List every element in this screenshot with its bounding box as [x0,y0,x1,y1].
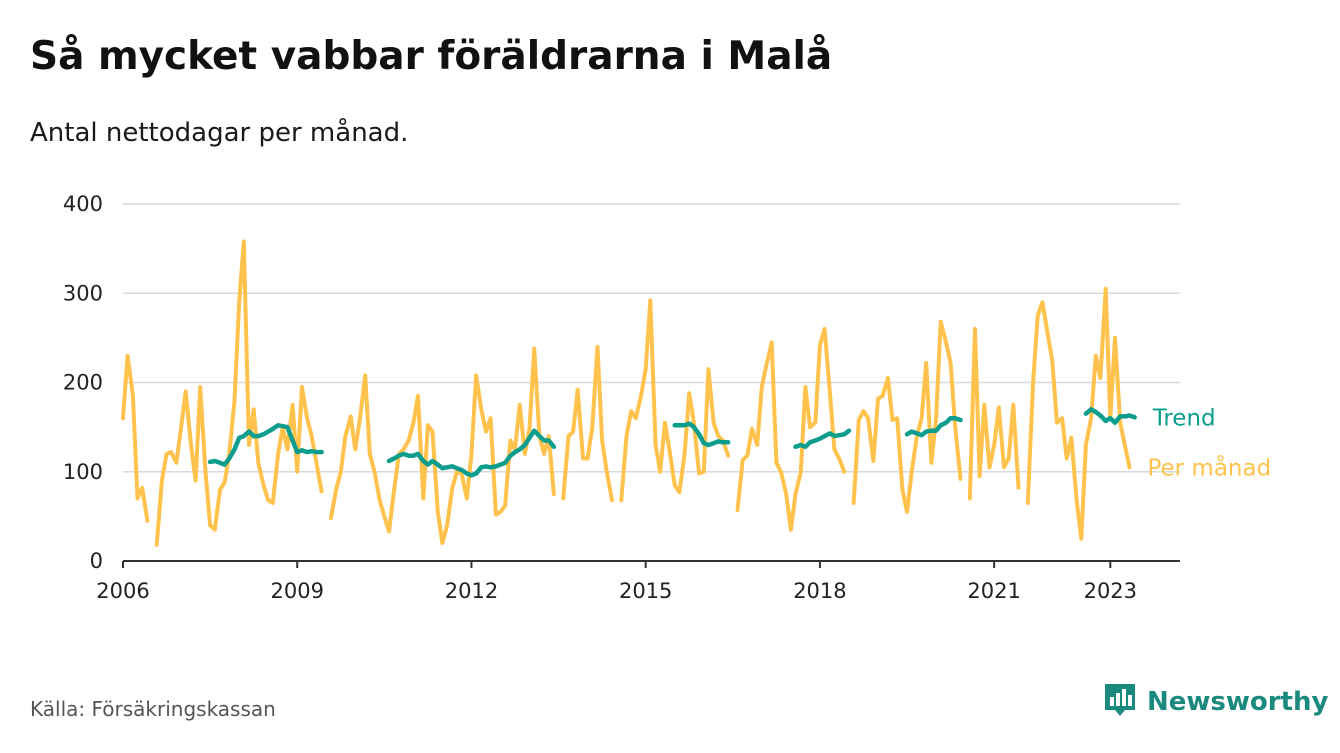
x-axis-ticks: 2006 2009 2012 2015 2018 2021 2023 [96,561,1137,603]
source-note: Källa: Försäkringskassan [30,697,276,721]
monthly-line-segment [967,326,1021,501]
monthly-line-segment [328,346,556,546]
y-tick-label: 100 [63,460,103,484]
x-tick-label: 2023 [1084,579,1137,603]
trend-line-segment [672,421,731,448]
brand-name: Newsworthy [1147,687,1329,717]
x-tick-label: 2015 [619,579,672,603]
series-labels: Per månad Trend [1147,405,1271,481]
monthly-line-segment [154,239,324,547]
x-tick-label: 2009 [271,579,324,603]
x-tick-label: 2021 [967,579,1020,603]
x-tick-label: 2006 [96,579,149,603]
monthly-line-segment [619,298,731,503]
trend-line-segment [386,428,557,478]
bar-chart-speech-bubble-icon [1103,682,1137,722]
chart-subtitle: Antal nettodagar per månad. [30,118,409,148]
trend-line-segment [1083,407,1137,425]
brand-logo[interactable]: Newsworthy [1103,682,1328,722]
y-axis-ticks: 0 100 200 300 400 [63,192,103,573]
monthly-line-segment [121,353,150,523]
monthly-series-label: Per månad [1147,453,1271,481]
chart-title: Så mycket vabbar föräldrarna i Malå [30,34,833,79]
monthly-line-segment [561,344,614,503]
y-tick-label: 400 [63,192,103,216]
trend-series-label: Trend [1152,405,1216,431]
y-tick-label: 0 [90,549,103,573]
y-tick-label: 300 [63,281,103,305]
x-tick-label: 2012 [445,579,498,603]
trend-line-segment [793,428,852,450]
monthly-line-segment [735,326,847,532]
series-lines [121,239,1137,547]
monthly-line-segment [851,319,963,514]
trend-line-segment [904,415,963,438]
x-tick-label: 2018 [793,579,846,603]
trend-line-segment [207,423,324,467]
monthly-line-segment [1025,286,1132,541]
y-tick-label: 200 [63,371,103,395]
